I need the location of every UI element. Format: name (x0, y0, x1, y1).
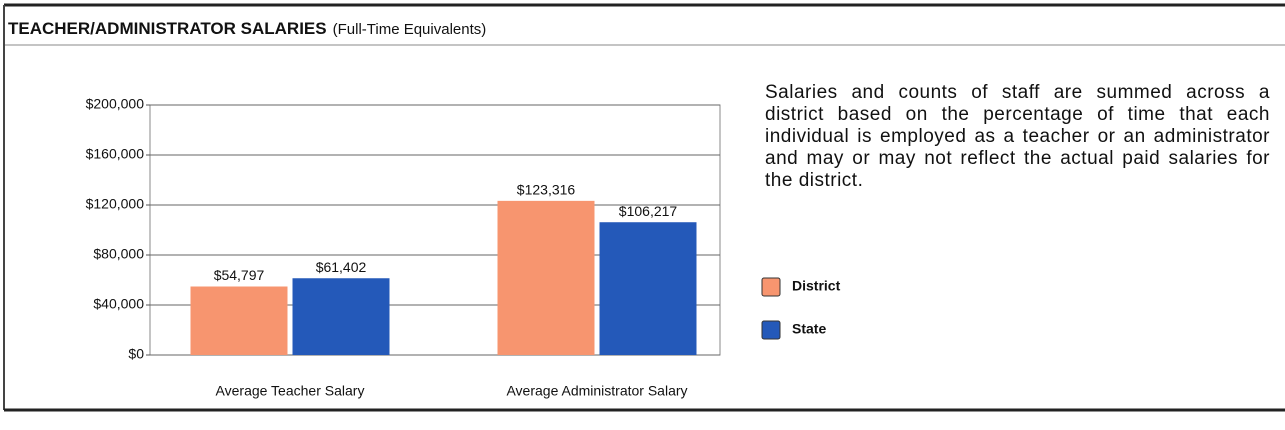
legend-label: District (792, 278, 841, 294)
bar (190, 286, 288, 355)
y-tick-label: $80,000 (93, 246, 144, 262)
value-label: $54,797 (214, 267, 265, 283)
value-label: $61,402 (316, 259, 367, 275)
bar (497, 200, 595, 355)
y-tick-label: $160,000 (86, 146, 145, 162)
bar (599, 222, 697, 355)
y-tick-label: $120,000 (86, 196, 145, 212)
y-tick-label: $0 (128, 346, 144, 362)
bar (292, 278, 390, 355)
chart-title-group: TEACHER/ADMINISTRATOR SALARIES (Full-Time… (8, 19, 486, 38)
note: Salaries and counts of staff are summed … (765, 82, 1270, 191)
value-label: $106,217 (619, 203, 678, 219)
chart-subtitle: (Full-Time Equivalents) (333, 21, 487, 38)
chart-title: TEACHER/ADMINISTRATOR SALARIES (8, 19, 327, 38)
legend-label: State (792, 321, 826, 337)
value-label: $123,316 (517, 182, 576, 198)
legend-swatch (761, 320, 781, 340)
x-tick-label: Average Administrator Salary (506, 383, 687, 399)
legend-swatch (761, 277, 781, 297)
y-tick-label: $200,000 (86, 96, 145, 112)
x-tick-label: Average Teacher Salary (216, 383, 365, 399)
y-tick-label: $40,000 (93, 296, 144, 312)
